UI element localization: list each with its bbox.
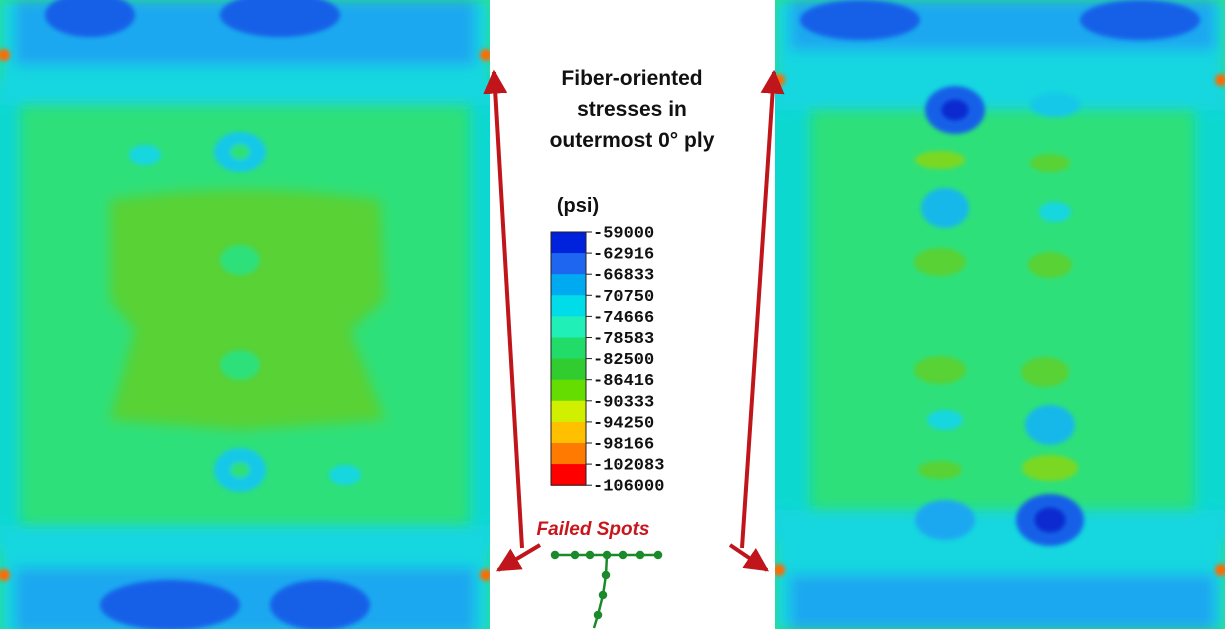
legend-level: -70750 (593, 288, 654, 307)
legend-swatch (551, 443, 586, 465)
right-contour-plot (775, 0, 1225, 629)
legend-level: -74666 (593, 309, 654, 328)
legend-swatch (551, 337, 586, 360)
title-line: Fiber-oriented (561, 67, 702, 90)
legend-level: -106000 (593, 478, 664, 497)
legend-level: -86416 (593, 372, 654, 391)
arrows (483, 69, 785, 572)
left-contour-plot (0, 0, 490, 629)
failed-spots-glyph (550, 550, 663, 629)
legend-level: -98166 (593, 435, 654, 454)
legend-level: -90333 (593, 393, 654, 412)
legend-swatch (551, 295, 586, 317)
legend-swatch (551, 358, 586, 381)
legend-swatch (551, 253, 586, 275)
color-legend: -59000 -62916 -66833 -70750 -74666 -78583 -825… (550, 224, 664, 497)
unit-label: (psi) (557, 195, 599, 217)
legend-level: -94250 (593, 414, 654, 433)
legend-level: -78583 (593, 330, 654, 349)
legend-level: -102083 (593, 457, 664, 476)
legend-swatch (551, 464, 586, 486)
title-line: outermost 0° ply (550, 129, 715, 152)
legend-swatch (551, 400, 586, 423)
legend-swatch (551, 316, 586, 338)
annotation: Failed Spots (537, 519, 650, 540)
legend-level: -62916 (593, 246, 654, 265)
title: Fiber-oriented stresses in outermost 0° pl… (550, 67, 715, 152)
legend-swatch (551, 232, 586, 254)
legend-swatch (551, 379, 586, 402)
legend-swatch (551, 274, 586, 296)
legend-level: -82500 (593, 351, 654, 370)
legend-level: -66833 (593, 267, 654, 286)
title-line: stresses in (577, 98, 687, 121)
legend-level: -59000 (593, 224, 654, 243)
legend-swatch (551, 421, 586, 444)
